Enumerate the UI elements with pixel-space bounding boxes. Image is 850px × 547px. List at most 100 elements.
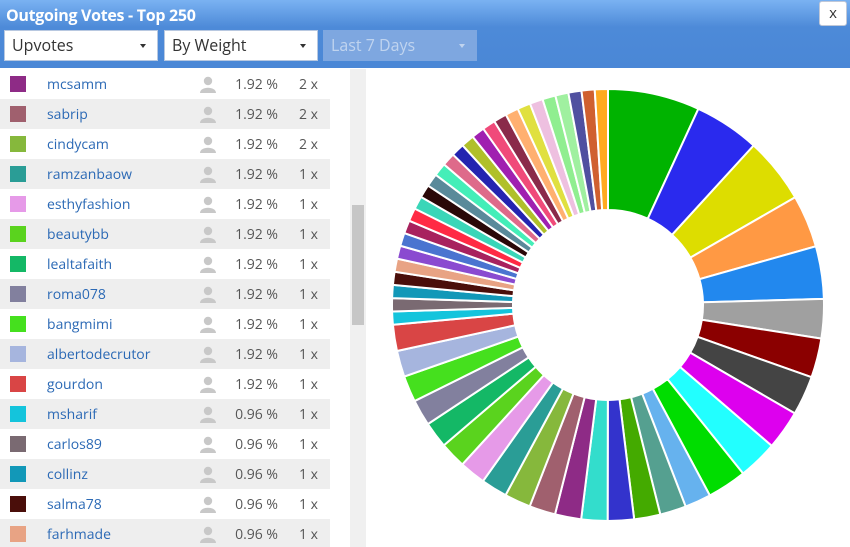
account-name[interactable]: albertodecrutor [47,345,151,364]
donut-chart [391,87,825,523]
vote-count: 2 x [299,75,318,94]
user-icon [199,496,217,518]
vote-count: 1 x [299,315,318,334]
vote-row[interactable]: msharif 0.96 % 1 x [0,399,330,429]
account-name[interactable]: lealtafaith [47,255,113,274]
vote-count: 2 x [299,135,318,154]
account-name[interactable]: collinz [47,465,88,484]
donut-segment [593,87,609,212]
user-icon [199,346,217,368]
vote-row[interactable]: farhmade 0.96 % 1 x [0,519,330,547]
header: Outgoing Votes - Top 250 x Upvotes By We… [0,0,850,68]
color-swatch [10,106,26,122]
vote-count: 1 x [299,525,318,544]
vote-row[interactable]: gourdon 1.92 % 1 x [0,369,330,399]
user-icon [199,166,217,188]
close-button[interactable]: x [819,1,847,26]
color-swatch [10,226,26,242]
account-name[interactable]: mcsamm [47,75,108,94]
vote-row[interactable]: albertodecrutor 1.92 % 1 x [0,339,330,369]
percent: 1.92 % [235,255,278,274]
percent: 1.92 % [235,315,278,334]
percent: 1.92 % [235,75,278,94]
vote-row[interactable]: bangmimi 1.92 % 1 x [0,309,330,339]
title: Outgoing Votes - Top 250 [6,4,196,26]
user-icon [199,106,217,128]
user-icon [199,316,217,338]
scrollbar[interactable] [350,69,366,547]
vote-count: 1 x [299,195,318,214]
vote-row[interactable]: cindycam 1.92 % 2 x [0,129,330,159]
color-swatch [10,76,26,92]
account-name[interactable]: beautybb [47,225,109,244]
account-name[interactable]: gourdon [47,375,103,394]
color-swatch [10,406,26,422]
account-name[interactable]: sabrip [47,105,88,124]
account-name[interactable]: farhmade [47,525,111,544]
vote-count: 1 x [299,345,318,364]
user-icon [199,526,217,547]
percent: 1.92 % [235,225,278,244]
account-name[interactable]: salma78 [47,495,102,514]
account-name[interactable]: bangmimi [47,315,113,334]
vote-count: 1 x [299,465,318,484]
user-icon [199,286,217,308]
user-icon [199,466,217,488]
percent: 1.92 % [235,165,278,184]
user-icon [199,376,217,398]
vote-row[interactable]: ramzanbaow 1.92 % 1 x [0,159,330,189]
vote-count: 1 x [299,255,318,274]
account-name[interactable]: msharif [47,405,97,424]
scroll-thumb[interactable] [352,205,364,325]
vote-count: 1 x [299,435,318,454]
color-swatch [10,256,26,272]
vote-type-select[interactable]: Upvotes [4,30,158,61]
percent: 0.96 % [235,465,278,484]
percent: 1.92 % [235,195,278,214]
vote-row[interactable]: mcsamm 1.92 % 2 x [0,69,330,99]
user-icon [199,256,217,278]
user-icon [199,136,217,158]
vote-count: 1 x [299,405,318,424]
user-icon [199,196,217,218]
color-swatch [10,376,26,392]
color-swatch [10,166,26,182]
sort-select[interactable]: By Weight [164,30,318,61]
vote-row[interactable]: esthyfashion 1.92 % 1 x [0,189,330,219]
vote-row[interactable]: collinz 0.96 % 1 x [0,459,330,489]
vote-count: 1 x [299,285,318,304]
vote-count: 1 x [299,495,318,514]
color-swatch [10,136,26,152]
color-swatch [10,196,26,212]
vote-row[interactable]: carlos89 0.96 % 1 x [0,429,330,459]
color-swatch [10,286,26,302]
percent: 1.92 % [235,375,278,394]
account-name[interactable]: roma078 [47,285,106,304]
user-icon [199,226,217,248]
color-swatch [10,346,26,362]
vote-count: 1 x [299,225,318,244]
account-name[interactable]: esthyfashion [47,195,131,214]
color-swatch [10,496,26,512]
percent: 0.96 % [235,525,278,544]
vote-count: 1 x [299,375,318,394]
period-select: Last 7 Days [323,30,477,61]
percent: 0.96 % [235,435,278,454]
percent: 0.96 % [235,405,278,424]
account-name[interactable]: cindycam [47,135,109,154]
vote-row[interactable]: roma078 1.92 % 1 x [0,279,330,309]
vote-row[interactable]: sabrip 1.92 % 2 x [0,99,330,129]
vote-row[interactable]: lealtafaith 1.92 % 1 x [0,249,330,279]
color-swatch [10,436,26,452]
vote-row[interactable]: beautybb 1.92 % 1 x [0,219,330,249]
user-icon [199,436,217,458]
percent: 1.92 % [235,345,278,364]
percent: 0.96 % [235,495,278,514]
account-name[interactable]: ramzanbaow [47,165,133,184]
vote-row[interactable]: salma78 0.96 % 1 x [0,489,330,519]
color-swatch [10,466,26,482]
user-icon [199,406,217,428]
account-name[interactable]: carlos89 [47,435,102,454]
vote-list: mcsamm 1.92 % 2 x sabrip 1.92 % 2 x cindycam 1.… [0,69,330,547]
